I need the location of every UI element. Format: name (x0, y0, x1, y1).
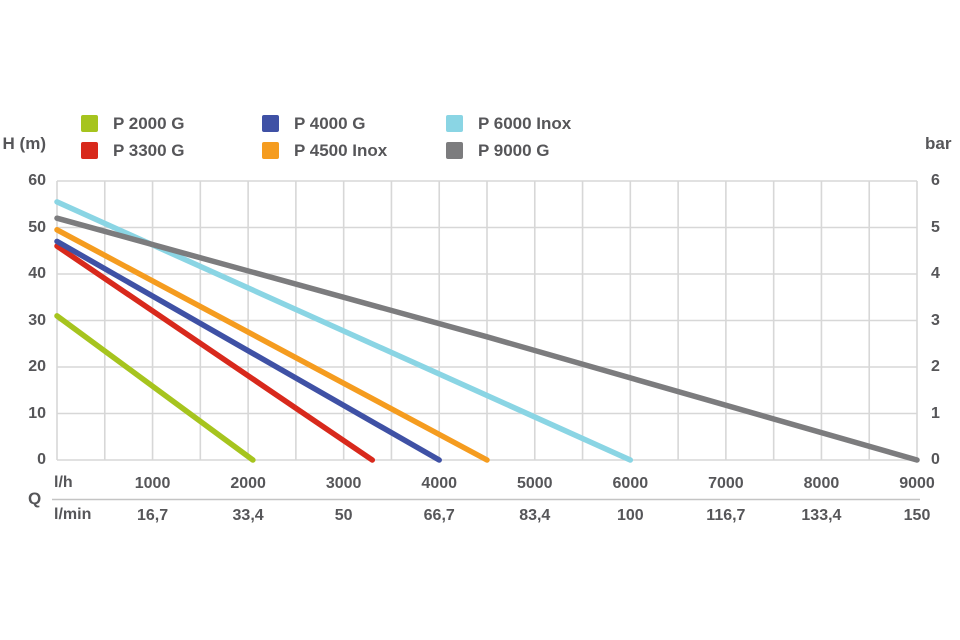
legend-swatch-p-3300-g (81, 142, 98, 159)
legend-swatch-p-4000-g (262, 115, 279, 132)
left-axis-tick-40: 40 (28, 265, 46, 282)
x-axis-lh-tick-8000: 8000 (803, 475, 840, 492)
x-axis-lmin-tick-66,7: 66,7 (423, 507, 455, 524)
right-axis-tick-2: 2 (931, 358, 940, 375)
right-axis-tick-5: 5 (931, 218, 940, 236)
right-axis-tick-3: 3 (931, 311, 940, 329)
x-axis-lmin-tick-100: 100 (616, 507, 644, 524)
x-axis-lmin-tick-150: 150 (903, 507, 931, 524)
legend-item-p-6000-inox: P 6000 Inox (446, 110, 571, 137)
series-line-p-3300-g (54, 243, 376, 463)
chart-legend: P 2000 G P 3300 G P 4000 G P 4500 Inox P 600… (81, 110, 571, 164)
left-axis-tick-60: 60 (28, 172, 46, 189)
x-axis-lh-tick-5000: 5000 (516, 475, 553, 492)
left-axis-tick-20: 20 (28, 358, 46, 375)
legend-label: P 2000 G (113, 114, 185, 133)
x-axis-unit-lmin: l/min (54, 506, 92, 523)
series-line-p-9000-g (54, 215, 920, 463)
legend-item-p-4000-g: P 4000 G (262, 110, 446, 137)
legend-item-p-4500-inox: P 4500 Inox (262, 137, 446, 164)
series-line-p-2000-g (54, 313, 256, 463)
legend-item-p-2000-g: P 2000 G (81, 110, 262, 137)
left-axis-tick-10: 10 (28, 404, 46, 422)
x-axis-lh-tick-3000: 3000 (325, 475, 362, 492)
legend-label: P 6000 Inox (478, 114, 572, 133)
legend-label: P 9000 G (478, 141, 550, 160)
x-axis-lmin-tick-133,4: 133,4 (801, 507, 842, 524)
x-axis-lh-tick-2000: 2000 (230, 475, 266, 492)
left-axis-tick-30: 30 (28, 311, 46, 329)
x-axis-lmin-tick-50: 50 (334, 507, 353, 524)
legend-label: P 4500 Inox (294, 141, 388, 160)
legend-swatch-p-9000-g (446, 142, 463, 159)
legend-label: P 4000 G (294, 114, 366, 133)
left-axis-tick-0: 0 (37, 451, 46, 468)
x-axis-lmin-tick-16,7: 16,7 (136, 507, 169, 524)
x-axis-title-q: Q (28, 489, 42, 508)
x-axis-lmin-tick-116,7: 116,7 (706, 507, 746, 524)
legend-item-p-9000-g: P 9000 G (446, 137, 571, 164)
legend-item-p-3300-g: P 3300 G (81, 137, 262, 164)
series-line-p-4500-inox (54, 227, 490, 463)
x-axis-lh-tick-4000: 4000 (421, 475, 458, 492)
right-axis-tick-4: 4 (931, 265, 940, 282)
right-axis-title: bar (925, 134, 952, 153)
x-axis-lmin-tick-33,4: 33,4 (232, 507, 264, 524)
right-axis-tick-0: 0 (931, 451, 940, 468)
x-axis-lh-tick-6000: 6000 (612, 475, 649, 492)
left-axis-tick-50: 50 (28, 218, 46, 236)
series-line-p-4000-g (54, 238, 442, 463)
x-axis-unit-lh: l/h (54, 474, 73, 491)
right-axis-tick-6: 6 (931, 172, 940, 189)
legend-swatch-p-2000-g (81, 115, 98, 132)
x-axis-lh-tick-1000: 1000 (134, 475, 171, 492)
left-axis-title: H (m) (2, 134, 46, 153)
legend-label: P 3300 G (113, 141, 185, 160)
x-axis-lmin-tick-83,4: 83,4 (519, 507, 551, 524)
right-axis-tick-1: 1 (931, 404, 940, 422)
x-axis-lh-tick-9000: 9000 (899, 475, 935, 492)
x-axis-lh-tick-7000: 7000 (708, 475, 744, 492)
legend-swatch-p-6000-inox (446, 115, 463, 132)
legend-swatch-p-4500-inox (262, 142, 279, 159)
